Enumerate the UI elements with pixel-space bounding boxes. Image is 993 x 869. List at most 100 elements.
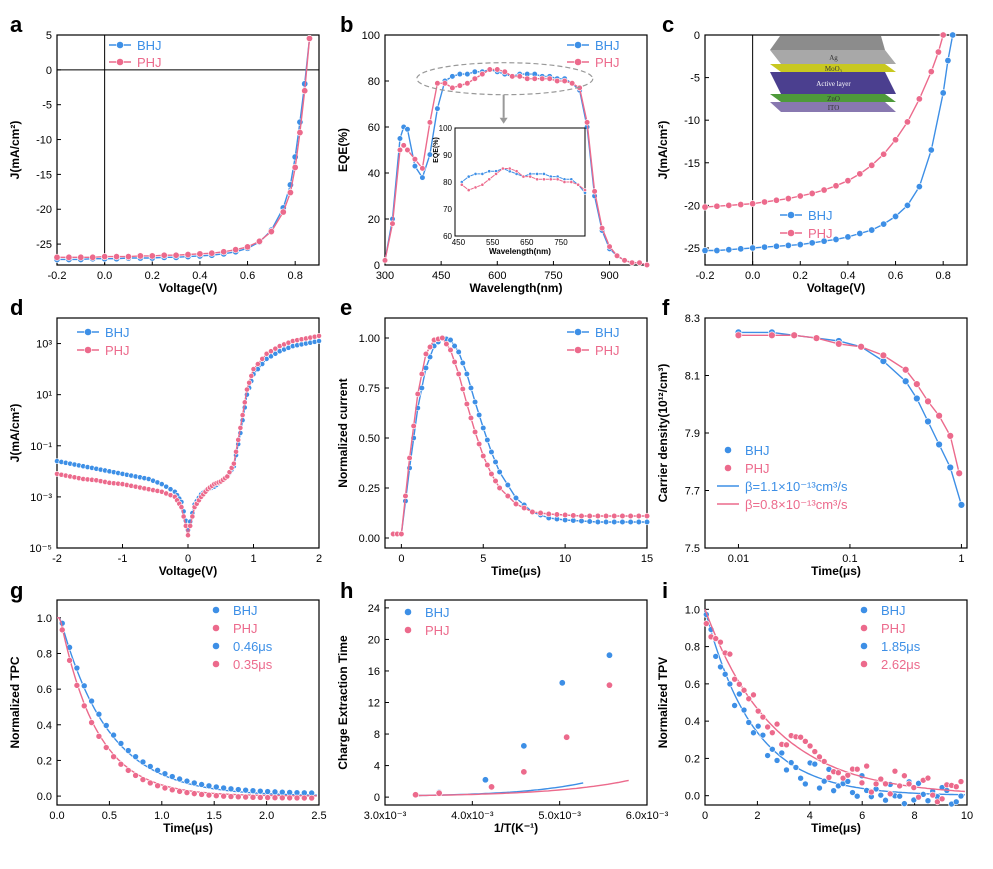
data-point — [892, 136, 900, 144]
data-point — [858, 779, 866, 787]
y-axis-label: J(mA/cm²) — [8, 404, 22, 463]
data-point — [849, 789, 856, 796]
data-point — [479, 70, 486, 78]
data-point — [643, 512, 651, 520]
device-layer-4 — [770, 102, 896, 112]
y-tick-label: 8 — [374, 729, 380, 741]
data-point — [264, 794, 271, 801]
data-point — [116, 58, 124, 66]
data-point — [196, 250, 204, 258]
data-point — [703, 620, 710, 627]
inset-x-tick-label: 450 — [452, 238, 466, 247]
legend-label: PHJ — [105, 343, 130, 358]
data-point — [190, 790, 198, 797]
data-point — [154, 767, 161, 774]
legend-label: β=1.1×10⁻¹³cm³/s — [745, 479, 848, 494]
data-point — [913, 394, 921, 403]
x-tick-label: 0.4 — [840, 270, 855, 282]
data-point — [480, 424, 487, 432]
data-point — [227, 785, 235, 793]
axes-a: -0.2 0.0 0.2 0.4 0.6 0.8 5 0 -5 -10 -15 -20 -25 Volta… — [8, 30, 320, 295]
legend-label: PHJ — [595, 343, 620, 358]
data-point — [535, 177, 540, 182]
data-point — [787, 759, 795, 766]
data-point — [946, 432, 954, 440]
data-point — [80, 682, 88, 690]
x-tick-label: 300 — [376, 270, 394, 282]
data-point — [494, 171, 498, 176]
data-point — [627, 518, 634, 526]
data-point — [439, 334, 446, 342]
data-point — [808, 189, 816, 197]
data-point — [643, 518, 651, 526]
data-point — [291, 163, 299, 171]
data-point — [939, 89, 947, 97]
data-point — [594, 518, 601, 526]
y-tick-label: 0.75 — [359, 383, 380, 395]
data-point — [77, 253, 85, 261]
x-tick-label: 0.01 — [728, 553, 749, 565]
data-point — [880, 150, 888, 158]
y-tick-label: 10⁻⁵ — [29, 543, 52, 555]
x-tick-label: 0.4 — [192, 270, 207, 282]
legend-label: PHJ — [425, 623, 450, 638]
plot-frame — [704, 34, 968, 266]
legend-label: BHJ — [137, 38, 162, 53]
data-point — [924, 397, 932, 406]
x-tick-label: 0 — [702, 810, 708, 822]
y-tick-label: 0.0 — [37, 791, 52, 803]
data-point — [797, 733, 804, 741]
data-point — [787, 229, 795, 237]
legend-label: 0.46μs — [233, 639, 273, 654]
data-point — [569, 80, 576, 87]
device-layer-label: Ag — [829, 54, 838, 62]
data-point — [759, 731, 767, 739]
data-point — [901, 800, 908, 807]
data-point — [396, 146, 404, 154]
data-point — [796, 192, 804, 200]
data-point — [459, 385, 466, 393]
plot-frame — [56, 34, 320, 266]
data-point — [924, 774, 932, 782]
data-point — [844, 771, 852, 779]
data-point — [636, 259, 643, 266]
data-point — [434, 80, 441, 87]
y-tick-label: 20 — [368, 634, 380, 646]
legend-label: 0.35μs — [233, 657, 273, 672]
y-tick-label: 0.25 — [359, 483, 380, 495]
axes-h: 3.0x10⁻³ 4.0x10⁻³ 5.0x10⁻³ 6.0x10⁻³ 24 20 16 12… — [336, 599, 669, 835]
y-tick-label: 0.50 — [359, 433, 380, 445]
data-point — [249, 787, 257, 794]
data-point — [886, 790, 894, 798]
y-tick-label: -20 — [684, 200, 700, 212]
data-point — [227, 793, 235, 800]
x-axis-label: Time(μs) — [491, 564, 541, 578]
data-point — [938, 795, 946, 803]
data-point — [643, 261, 651, 269]
data-point — [896, 792, 903, 800]
data-point — [772, 196, 780, 204]
data-point — [447, 336, 454, 344]
data-point — [784, 241, 792, 249]
data-point — [471, 428, 479, 436]
series-line — [393, 337, 647, 535]
data-point — [250, 366, 257, 373]
data-point — [136, 252, 144, 260]
data-point — [717, 663, 724, 671]
data-point — [509, 73, 516, 80]
legend-label: BHJ — [745, 443, 770, 458]
data-point — [802, 738, 809, 745]
x-axis-label: Time(μs) — [811, 564, 861, 578]
data-point — [927, 68, 935, 76]
data-point — [410, 422, 417, 430]
y-tick-label: 0.6 — [685, 679, 700, 691]
x-tick-label: 0.8 — [288, 270, 303, 282]
data-point — [769, 745, 776, 753]
series-line — [704, 34, 944, 208]
x-tick-label: 450 — [432, 270, 450, 282]
data-point — [406, 464, 413, 472]
data-point — [184, 251, 192, 259]
data-point — [594, 512, 601, 520]
data-point — [773, 757, 781, 764]
data-point — [736, 680, 743, 688]
